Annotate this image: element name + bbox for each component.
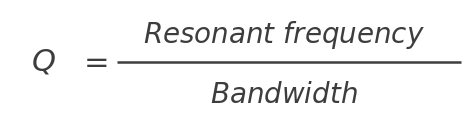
Text: $\it{Bandwidth}$: $\it{Bandwidth}$ <box>210 81 358 109</box>
Text: $=$: $=$ <box>78 47 109 76</box>
Text: $\it{Q}$: $\it{Q}$ <box>31 47 56 76</box>
Text: $\it{Resonant\ frequency}$: $\it{Resonant\ frequency}$ <box>143 19 425 51</box>
